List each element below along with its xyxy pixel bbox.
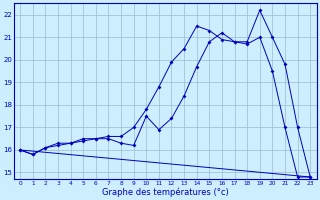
X-axis label: Graphe des températures (°c): Graphe des températures (°c) <box>102 187 228 197</box>
